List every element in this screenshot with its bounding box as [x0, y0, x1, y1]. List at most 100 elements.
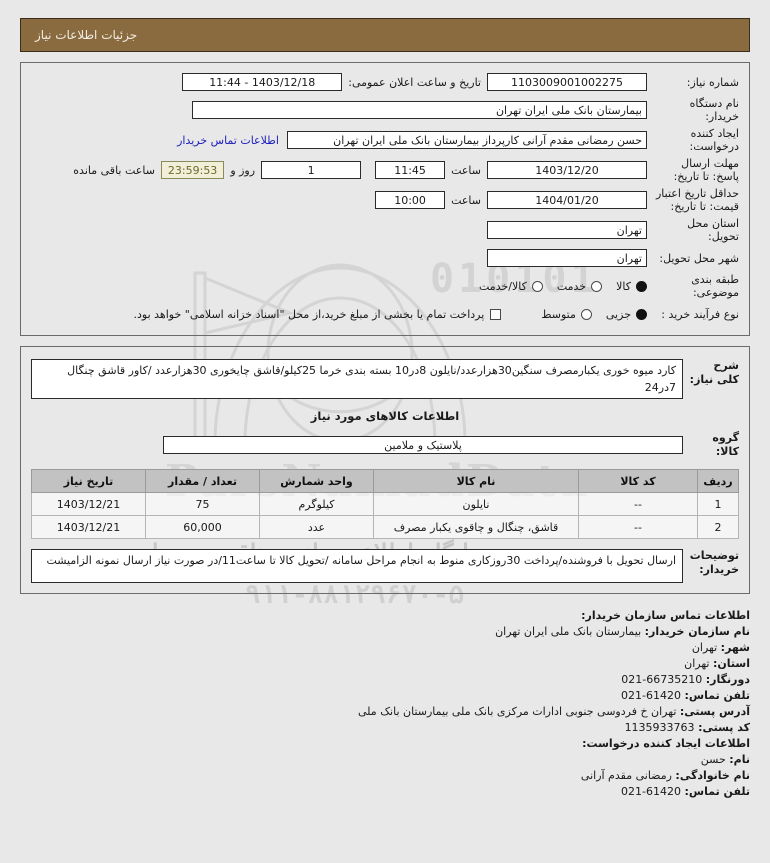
creator-last-name-key: نام خانوادگی: [675, 769, 750, 782]
deadline-label: مهلت ارسال پاسخ: تا تاریخ: [673, 157, 739, 183]
validity-date-value: 1404/01/20 [487, 191, 647, 209]
cell-quantity: 75 [145, 492, 260, 516]
creator-info-heading: اطلاعات ایجاد کننده درخواست: [582, 737, 750, 750]
th-quantity: تعداد / مقدار [145, 469, 260, 493]
creator-first-name-value: حسن [700, 753, 726, 766]
summary-label: شرح کلی نیاز: [689, 359, 739, 386]
treasury-bond-checkbox[interactable] [490, 308, 502, 320]
buyer-notes-label: توضیحات خریدار: [689, 549, 739, 576]
validity-hour-label: ساعت [451, 193, 481, 207]
cell-goods-code: -- [578, 515, 698, 539]
contact-info-block: اطلاعات تماس سازمان خریدار: نام سازمان خ… [20, 608, 750, 800]
row-price-validity: حداقل تاریخ اعتبار قیمت: تا تاریخ: 1404/… [31, 187, 739, 213]
th-goods-name: نام کالا [373, 469, 579, 493]
need-number-label: شماره نیاز: [686, 75, 739, 89]
province-value: تهران [487, 221, 647, 239]
public-announce-value: 1403/12/18 - 11:44 [182, 73, 343, 91]
cell-unit: کیلوگرم [259, 492, 374, 516]
contact-heading: اطلاعات تماس سازمان خریدار: [581, 609, 750, 622]
row-classification: طبقه بندی موضوعی: کالا خدمت کالا/خدمت [31, 273, 739, 299]
th-goods-code: کد کالا [578, 469, 698, 493]
contact-phone: تلفن تماس: 61420-021 [20, 688, 750, 704]
buyer-contact-link[interactable]: اطلاعات تماس خریدار [177, 133, 279, 147]
contact-province-value: تهران [684, 657, 710, 670]
contact-province: استان: تهران [20, 656, 750, 672]
treasury-bond-note: پرداخت تمام یا بخشی از مبلغ خرید،از محل … [133, 307, 485, 321]
buyer-org-value: بیمارستان بانک ملی ایران تهران [192, 101, 647, 119]
summary-value: کارد میوه خوری یکبارمصرف سنگین30هزارعدد/… [31, 359, 683, 399]
deadline-time-value: 11:45 [375, 161, 446, 179]
row-need-number: شماره نیاز: 1103009001002275 تاریخ و ساع… [31, 71, 739, 93]
creator-first-name: نام: حسن [20, 752, 750, 768]
row-summary: شرح کلی نیاز: کارد میوه خوری یکبارمصرف س… [31, 355, 739, 399]
page-title: جزئیات اطلاعات نیاز [35, 28, 138, 42]
creator-last-name: نام خانوادگی: رمضانی مقدم آرانی [20, 768, 750, 784]
row-creator: ایجاد کننده درخواست: حسن رمضانی مقدم آرا… [31, 127, 739, 153]
page-root: جزئیات اطلاعات نیاز شماره نیاز: 11030090… [0, 18, 770, 800]
th-need-date: تاریخ نیاز [31, 469, 146, 493]
province-label: استان محل تحویل: [687, 217, 739, 243]
validity-label: حداقل تاریخ اعتبار قیمت: تا تاریخ: [655, 187, 739, 213]
contact-fax-key: دورنگار: [705, 673, 750, 686]
radio-icon[interactable] [636, 308, 647, 320]
contact-postal: کد پستی: 1135933763 [20, 720, 750, 736]
classification-option-goods-service[interactable]: کالا/خدمت [479, 280, 543, 293]
cell-need-date: 1403/12/21 [31, 492, 146, 516]
radio-icon[interactable] [591, 280, 603, 292]
row-buyer-org: نام دستگاه خریدار: بیمارستان بانک ملی ای… [31, 97, 739, 123]
countdown-timer: 23:59:53 [160, 161, 225, 179]
contact-address: آدرس پستی: تهران خ فردوسی جنوبی ادارات م… [20, 704, 750, 720]
row-delivery-city: شهر محل تحویل: تهران [31, 247, 739, 269]
deadline-hour-label: ساعت [451, 163, 481, 177]
process-option-minor-label: جزیی [605, 307, 631, 321]
contact-org-value: بیمارستان بانک ملی ایران تهران [495, 625, 642, 638]
contact-phone-value: 61420-021 [621, 689, 682, 702]
goods-group-value: پلاستیک و ملامین [163, 436, 683, 454]
creator-first-name-key: نام: [729, 753, 750, 766]
contact-city: شهر: تهران [20, 640, 750, 656]
row-buyer-notes: توضیحات خریدار: ارسال تحویل با فروشنده/پ… [31, 549, 739, 583]
city-value: تهران [487, 249, 647, 267]
remaining-days-label: روز و [230, 163, 256, 177]
radio-icon[interactable] [636, 280, 647, 292]
creator-phone: تلفن تماس: 61420-021 [20, 784, 750, 800]
classification-option-goods[interactable]: کالا [616, 280, 647, 293]
creator-label: ایجاد کننده درخواست: [689, 127, 739, 153]
creator-phone-value: 61420-021 [621, 785, 682, 798]
row-purchase-process: نوع فرآیند خرید : جزیی متوسط پرداخت تمام… [31, 303, 739, 325]
cell-goods-code: -- [578, 492, 698, 516]
classification-label: طبقه بندی موضوعی: [691, 273, 739, 299]
classification-option-goods-label: کالا [616, 279, 631, 293]
process-option-medium[interactable]: متوسط [541, 308, 592, 321]
buyer-org-label: نام دستگاه خریدار: [689, 97, 739, 123]
classification-option-service[interactable]: خدمت [556, 279, 603, 293]
table-row: 1 -- نایلون کیلوگرم 75 1403/12/21 [31, 492, 739, 516]
creator-value: حسن رمضانی مقدم آرانی کارپرداز بیمارستان… [287, 131, 647, 149]
contact-org-key: نام سازمان خریدار: [644, 625, 750, 638]
window-titlebar: جزئیات اطلاعات نیاز [20, 18, 750, 52]
cell-row-index: 1 [697, 492, 739, 516]
city-label: شهر محل تحویل: [659, 251, 739, 265]
radio-icon[interactable] [580, 308, 592, 320]
contact-fax-value: 66735210-021 [621, 673, 703, 686]
remaining-days-value: 1 [261, 161, 362, 179]
buyer-notes-value: ارسال تحویل با فروشنده/پرداخت 30روزکاری … [31, 549, 683, 583]
th-unit: واحد شمارش [259, 469, 374, 493]
classification-option-service-label: خدمت [556, 279, 587, 293]
cell-row-index: 2 [697, 515, 739, 539]
countdown-label: ساعت باقی مانده [73, 163, 155, 177]
classification-option-goods-service-label: کالا/خدمت [479, 279, 527, 293]
cell-goods-name: قاشق، چنگال و چاقوی یکبار مصرف [373, 515, 579, 539]
process-option-minor[interactable]: جزیی [606, 308, 647, 321]
contact-postal-key: کد پستی: [698, 721, 750, 734]
table-header-row: ردیف کد کالا نام کالا واحد شمارش تعداد /… [31, 469, 739, 493]
radio-icon[interactable] [531, 280, 543, 292]
cell-quantity: 60,000 [145, 515, 260, 539]
contact-phone-key: تلفن تماس: [684, 689, 750, 702]
contact-address-value: تهران خ فردوسی جنوبی ادارات مرکزی بانک م… [358, 705, 677, 718]
process-option-medium-label: متوسط [541, 307, 576, 321]
contact-postal-value: 1135933763 [624, 721, 695, 734]
process-label: نوع فرآیند خرید : [661, 307, 739, 321]
th-row-index: ردیف [697, 469, 739, 493]
contact-city-value: تهران [691, 641, 718, 654]
